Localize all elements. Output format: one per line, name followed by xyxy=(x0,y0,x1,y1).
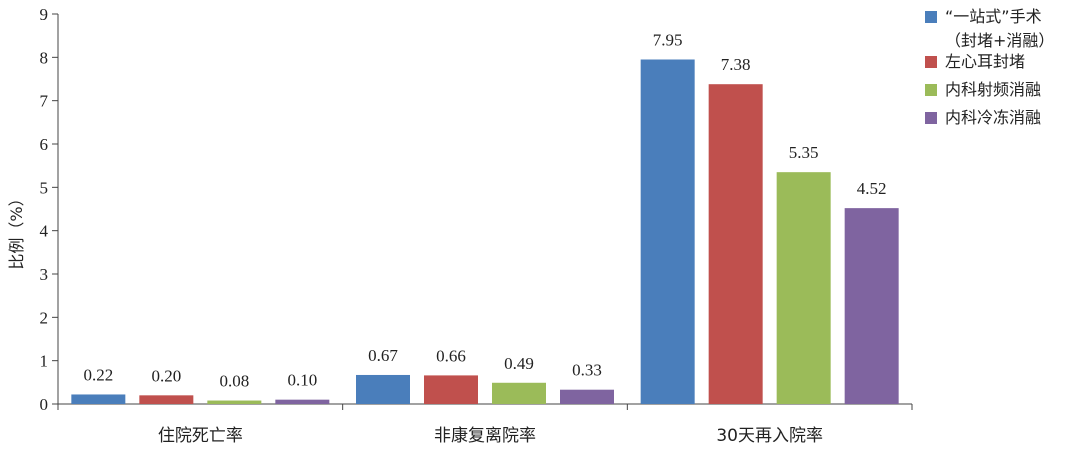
bar-value-label: 0.49 xyxy=(504,354,534,373)
bar-value-label: 0.66 xyxy=(436,346,466,365)
bar xyxy=(356,374,410,404)
y-axis: 0 1 2 3 4 5 6 7 8 9 xyxy=(40,5,59,414)
x-category-label: 非康复离院率 xyxy=(434,426,536,446)
legend-label: 左心耳封堵 xyxy=(945,52,1025,71)
legend-swatch xyxy=(925,11,937,23)
y-axis-title: 比例（%） xyxy=(7,190,26,269)
bar-value-label: 0.67 xyxy=(368,346,398,365)
y-tick-label: 8 xyxy=(40,48,49,67)
bar xyxy=(207,400,262,404)
y-tick-label: 4 xyxy=(40,222,49,241)
legend-label: （封堵+消融） xyxy=(945,31,1054,50)
bar xyxy=(560,389,614,404)
bar xyxy=(424,375,478,404)
bar-value-label: 0.20 xyxy=(151,366,181,385)
y-tick-label: 5 xyxy=(40,178,49,197)
bar xyxy=(708,84,763,404)
bar xyxy=(139,395,194,404)
y-tick-label: 9 xyxy=(40,5,49,24)
bar xyxy=(492,382,546,404)
bar-value-label: 7.38 xyxy=(721,55,751,74)
bar xyxy=(776,172,831,404)
y-tick-label: 6 xyxy=(40,135,49,154)
value-labels-layer: 0.22 0.20 0.08 0.10 0.67 0.66 0.49 0.33 7.95 7.38… xyxy=(83,31,886,391)
x-category-label: 住院死亡率 xyxy=(158,426,243,446)
bar-value-label: 0.33 xyxy=(572,361,602,380)
bar-value-label: 4.52 xyxy=(857,179,887,198)
y-tick-label: 1 xyxy=(40,352,49,371)
bar xyxy=(844,208,899,404)
legend-swatch xyxy=(925,56,937,68)
x-category-label: 30天再入院率 xyxy=(716,426,823,446)
bar xyxy=(71,394,126,404)
bar-value-label: 5.35 xyxy=(789,143,819,162)
x-axis: 住院死亡率 非康复离院率 30天再入院率 xyxy=(57,403,913,446)
bar-value-label: 7.95 xyxy=(653,31,683,50)
bar-value-label: 0.10 xyxy=(287,371,317,390)
bar-value-label: 0.22 xyxy=(83,365,113,384)
legend-swatch xyxy=(925,84,937,96)
y-tick-label: 0 xyxy=(40,395,49,414)
y-tick-label: 2 xyxy=(40,308,49,327)
bars-layer xyxy=(71,59,899,404)
legend-label: 内科射频消融 xyxy=(945,80,1041,99)
bar xyxy=(275,399,330,404)
legend-swatch xyxy=(925,112,937,124)
y-tick-label: 7 xyxy=(40,92,49,111)
y-tick-label: 3 xyxy=(40,265,49,284)
legend-label: 内科冷冻消融 xyxy=(945,108,1041,127)
bar xyxy=(640,59,695,404)
bar-value-label: 0.08 xyxy=(219,372,249,391)
legend-label: “一站式”手术 xyxy=(945,7,1042,26)
